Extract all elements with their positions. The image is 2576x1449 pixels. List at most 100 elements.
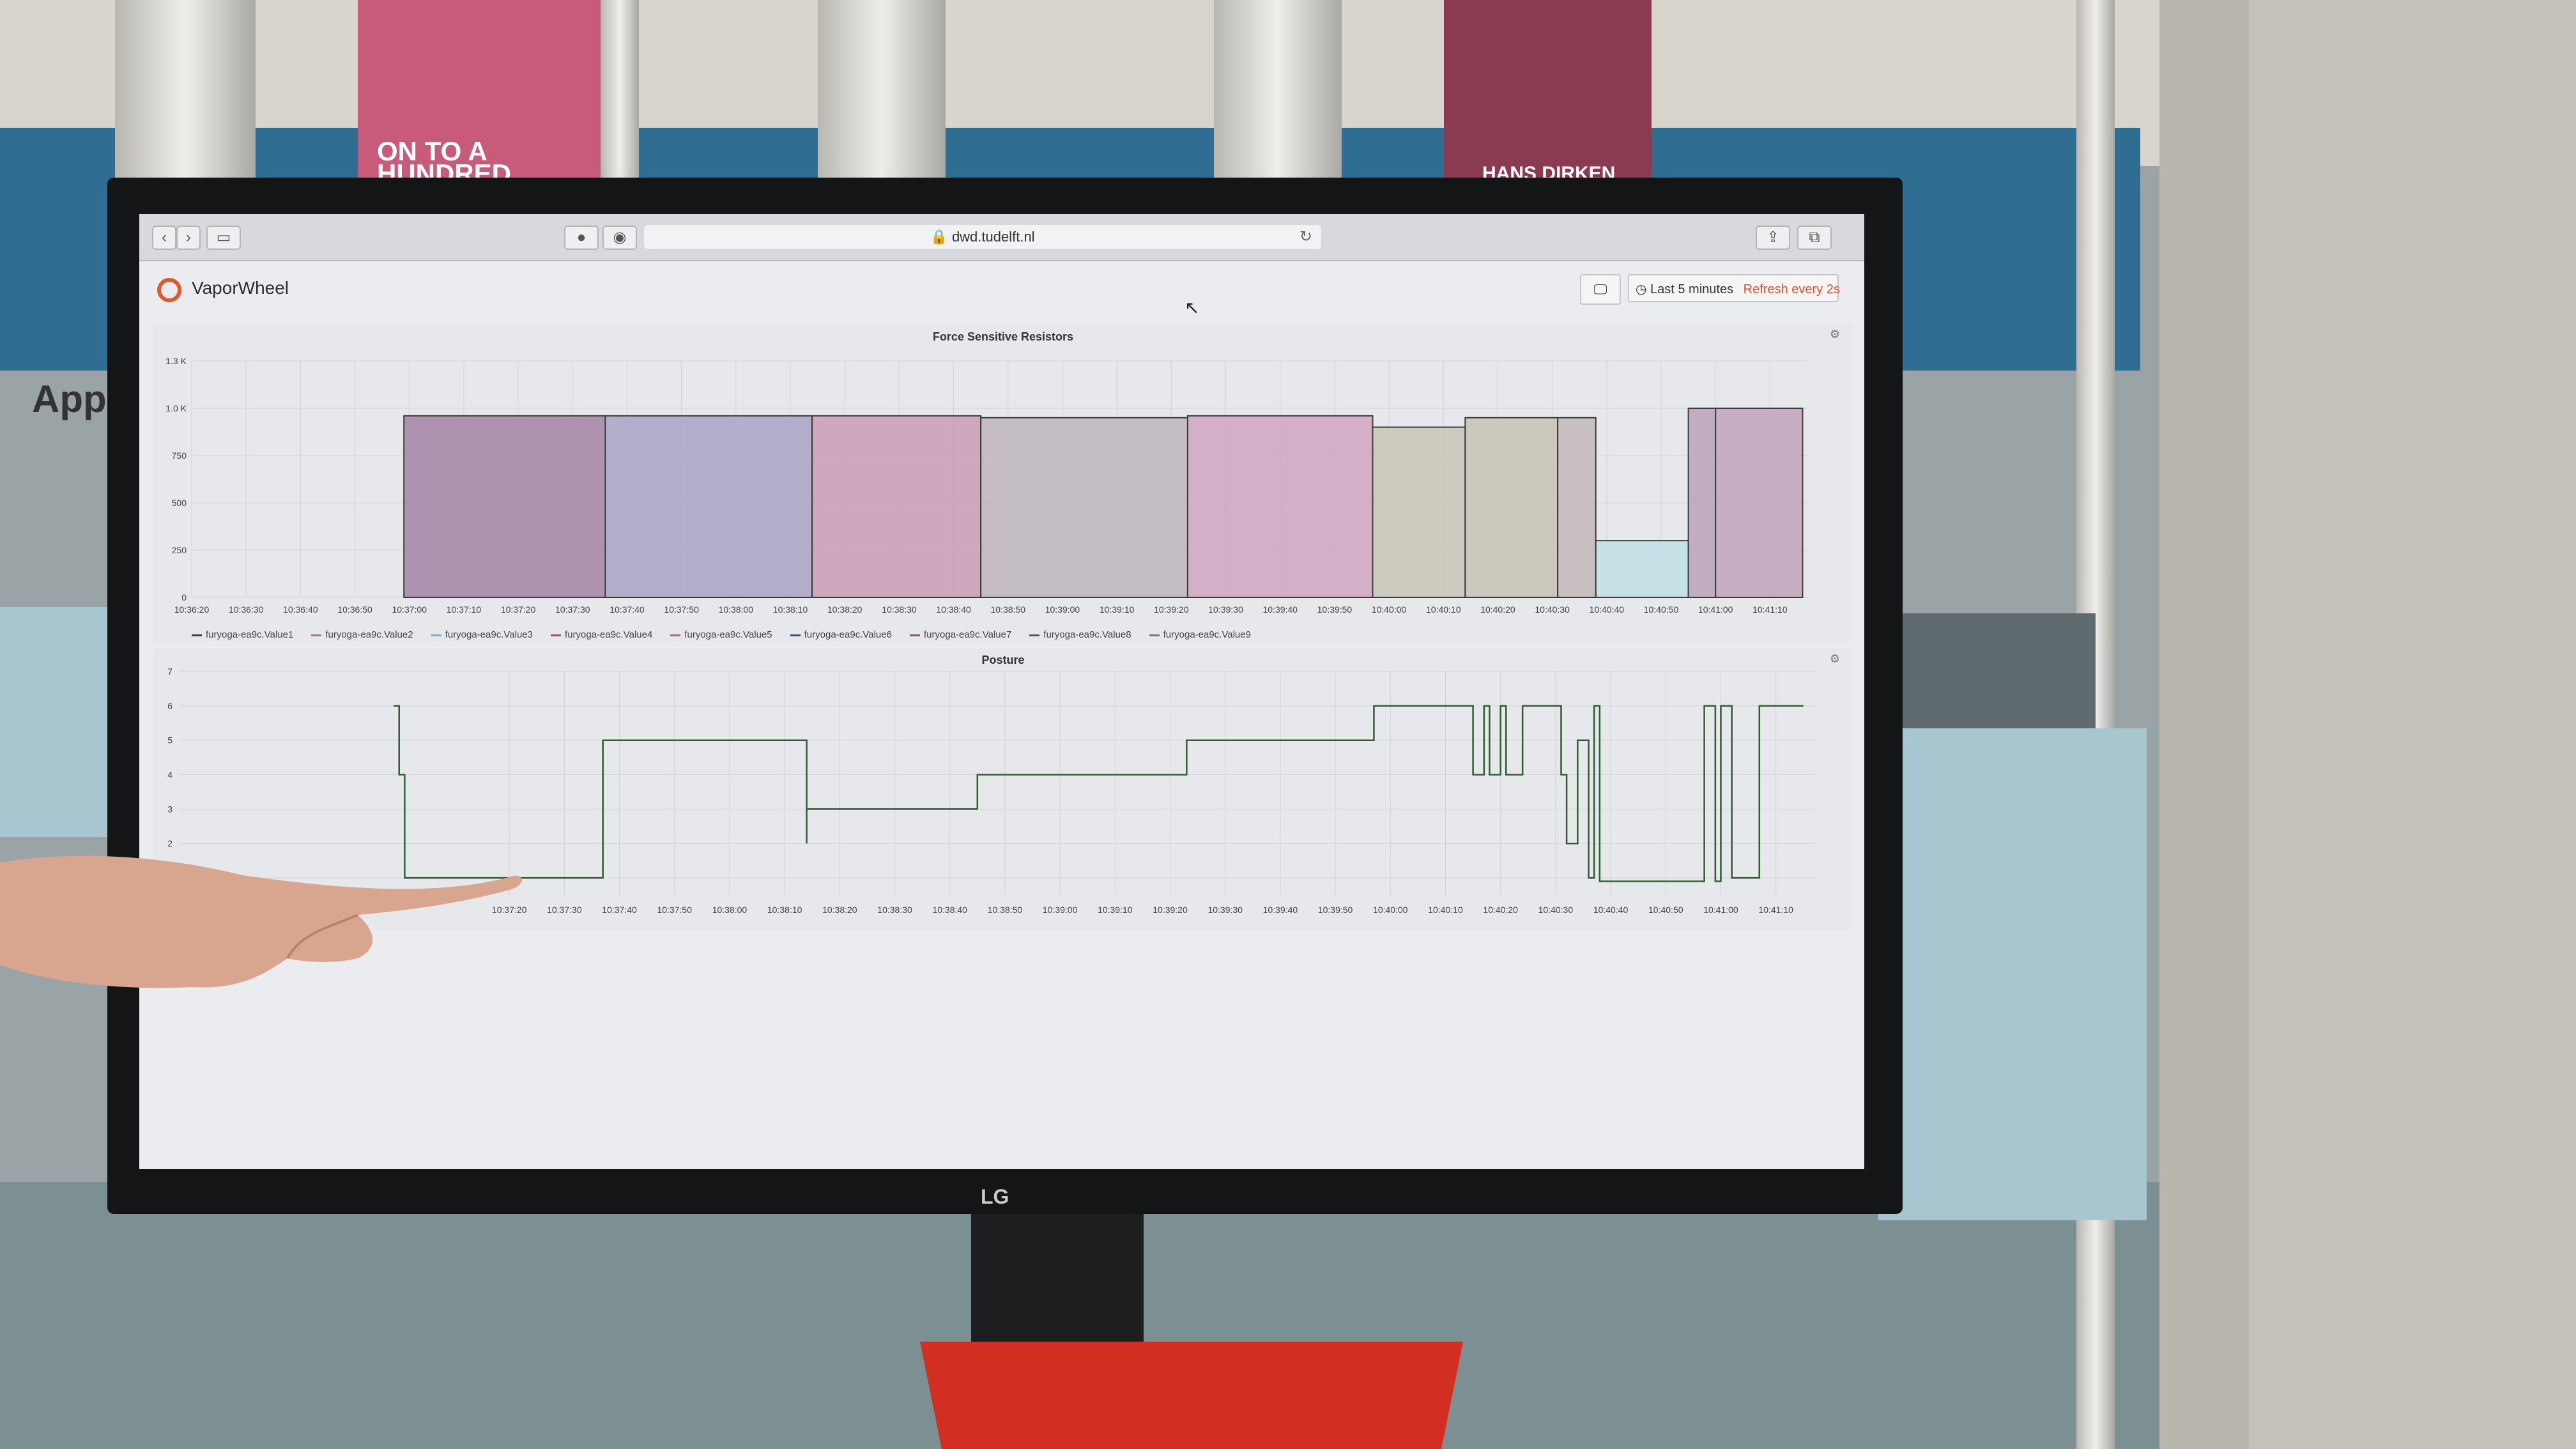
- legend-item[interactable]: furyoga-ea9c.Value1: [192, 629, 293, 640]
- y-tick-label: 1.3 K: [165, 356, 187, 366]
- forward-button[interactable]: ›: [176, 226, 201, 250]
- legend-item[interactable]: furyoga-ea9c.Value3: [431, 629, 533, 640]
- pillar: [601, 0, 639, 192]
- legend-label: furyoga-ea9c.Value4: [564, 629, 653, 640]
- tv-mode-button[interactable]: 🖵: [1580, 274, 1621, 305]
- x-tick-label: 10:38:00: [712, 905, 747, 915]
- monitor-brand: LG: [981, 1185, 1009, 1208]
- panel-title[interactable]: Force Sensitive Resistors: [932, 330, 1074, 343]
- share-button[interactable]: ⇪: [1756, 226, 1790, 250]
- x-tick-label: 10:39:40: [1262, 604, 1298, 615]
- fsr-chart: 0 250 500 750 1.0 K 1.3 K 10:36:20 10:36:30 10:3…: [165, 356, 1808, 615]
- panel-title[interactable]: Posture: [981, 654, 1025, 666]
- pinterest-extension-icon[interactable]: ●: [564, 226, 599, 250]
- legend-item[interactable]: furyoga-ea9c.Value4: [550, 629, 653, 640]
- x-tick-label: 10:40:10: [1428, 905, 1463, 915]
- y-tick-label: 750: [172, 450, 187, 461]
- posture-line: [394, 705, 1804, 882]
- panel-menu-icon[interactable]: ⚙: [1829, 652, 1840, 665]
- legend-item[interactable]: furyoga-ea9c.Value6: [790, 629, 892, 640]
- x-tick-label: 10:40:00: [1373, 905, 1408, 915]
- x-tick-label: 10:36:20: [174, 604, 210, 615]
- x-tick-label: 10:41:10: [1752, 604, 1788, 615]
- background-seating: [1878, 728, 2147, 1220]
- legend-label: furyoga-ea9c.Value6: [804, 629, 892, 640]
- x-tick-label: 10:37:20: [492, 905, 527, 915]
- series-area: [1186, 415, 1374, 598]
- address-bar[interactable]: 🔒 dwd.tudelft.nl ↻: [644, 225, 1321, 249]
- y-tick-label: 5: [167, 735, 172, 746]
- y-tick-label: 7: [167, 666, 172, 677]
- extension-icon[interactable]: ◉: [602, 226, 637, 250]
- legend-swatch: [790, 634, 801, 636]
- legend-label: furyoga-ea9c.Value1: [206, 629, 294, 640]
- sidebar-toggle-button[interactable]: ▭: [206, 226, 241, 250]
- x-tick-label: 10:40:40: [1593, 905, 1629, 915]
- x-tick-label: 10:39:30: [1208, 604, 1243, 615]
- legend-label: furyoga-ea9c.Value2: [325, 629, 413, 640]
- legend-label: furyoga-ea9c.Value7: [923, 629, 1012, 640]
- pillar: [818, 0, 946, 192]
- mouse-pointer-icon: ↖: [1184, 298, 1200, 318]
- x-tick-label: 10:38:20: [827, 604, 862, 615]
- x-tick-label: 10:36:50: [337, 604, 372, 615]
- x-tick-label: 10:37:50: [657, 905, 693, 915]
- y-tick-label: 1.0 K: [165, 403, 187, 413]
- series-area: [1595, 540, 1689, 599]
- x-tick-label: 10:40:40: [1590, 604, 1625, 615]
- legend-label: furyoga-ea9c.Value5: [684, 629, 772, 640]
- pillar: [1214, 0, 1342, 192]
- series-area: [1464, 417, 1559, 599]
- x-tick-label: 10:39:40: [1263, 905, 1298, 915]
- pointing-hand: [0, 855, 522, 988]
- red-chair: [920, 1342, 1463, 1449]
- y-tick-label: 3: [167, 804, 172, 814]
- right-wall-panel: [2249, 0, 2576, 1449]
- x-tick-label: 10:38:40: [936, 604, 971, 615]
- legend-swatch: [909, 634, 920, 636]
- panel-posture: Posture ⚙ 123456710:37:2010:37:3010:37:4…: [153, 648, 1853, 930]
- x-tick-label: 10:37:00: [392, 604, 427, 615]
- legend-item[interactable]: furyoga-ea9c.Value7: [909, 629, 1012, 640]
- reload-icon[interactable]: ↻: [1299, 228, 1312, 245]
- legend-item[interactable]: furyoga-ea9c.Value8: [1029, 629, 1131, 640]
- legend-swatch: [1029, 634, 1040, 636]
- back-button[interactable]: ‹: [152, 226, 176, 250]
- legend-item[interactable]: furyoga-ea9c.Value9: [1149, 629, 1251, 640]
- legend-swatch: [311, 634, 322, 636]
- grafana-logo-icon[interactable]: [157, 278, 181, 302]
- tabs-button[interactable]: ⧉: [1797, 226, 1832, 250]
- panel-force-sensitive-resistors: Force Sensitive Resistors ⚙ 0 250 500 750 1.…: [153, 324, 1853, 642]
- x-tick-label: 10:40:30: [1538, 905, 1574, 915]
- x-tick-label: 10:40:50: [1644, 604, 1679, 615]
- x-tick-label: 10:36:40: [283, 604, 318, 615]
- x-tick-label: 10:41:00: [1703, 905, 1738, 915]
- x-tick-label: 10:37:20: [501, 604, 536, 615]
- lock-icon: 🔒: [930, 229, 948, 245]
- x-tick-label: 10:38:40: [932, 905, 967, 915]
- x-tick-label: 10:37:50: [664, 604, 699, 615]
- x-tick-label: 10:40:50: [1648, 905, 1683, 915]
- x-tick-label: 10:40:30: [1535, 604, 1570, 615]
- x-tick-label: 10:38:00: [719, 604, 754, 615]
- panel-menu-icon[interactable]: ⚙: [1829, 328, 1840, 341]
- monitor-screen: ‹ › ▭ ● ◉ 🔒 dwd.tudelft.nl ↻ ⇪ ⧉ VaporWh…: [139, 214, 1864, 1169]
- legend-item[interactable]: furyoga-ea9c.Value5: [670, 629, 772, 640]
- x-tick-label: 10:39:20: [1154, 604, 1189, 615]
- x-tick-label: 10:38:50: [988, 905, 1023, 915]
- x-tick-label: 10:38:30: [877, 905, 912, 915]
- x-tick-label: 10:38:20: [822, 905, 857, 915]
- legend-label: furyoga-ea9c.Value3: [445, 629, 533, 640]
- time-picker[interactable]: ◷ Last 5 minutes Refresh every 2s: [1628, 274, 1840, 302]
- url-text: dwd.tudelft.nl: [951, 229, 1035, 245]
- y-tick-label: 250: [172, 545, 187, 555]
- dashboard-title[interactable]: VaporWheel: [192, 278, 289, 298]
- x-tick-label: 10:39:50: [1318, 905, 1353, 915]
- legend-swatch: [670, 634, 681, 636]
- x-tick-label: 10:40:20: [1480, 604, 1515, 615]
- legend-swatch: [192, 634, 202, 636]
- legend-item[interactable]: furyoga-ea9c.Value2: [311, 629, 413, 640]
- banner-line-1: ON TO A: [377, 136, 487, 166]
- series-area: [1372, 426, 1466, 598]
